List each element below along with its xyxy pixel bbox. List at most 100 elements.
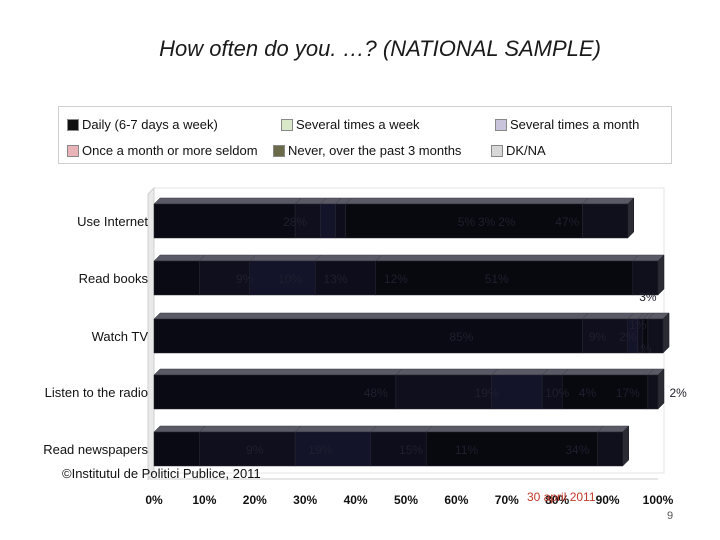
data-label: 1%	[634, 342, 652, 356]
bar-side-face	[662, 312, 670, 354]
legend-item-several-week: Several times a week	[281, 117, 420, 132]
slide-date: 30 april 2011	[527, 490, 596, 504]
bar-segment	[395, 374, 492, 410]
x-tick-label: 40%	[344, 493, 368, 507]
category-label: Read books	[79, 271, 149, 286]
bar-segment	[597, 431, 623, 467]
bar-segment	[199, 431, 296, 467]
bar-segment	[153, 374, 397, 410]
bar-top-face	[153, 425, 206, 433]
source-credit: ©Institutul de Politici Publice, 2011	[62, 466, 261, 481]
bar-segment	[582, 318, 629, 354]
data-label: 9%	[236, 272, 254, 286]
bar-top-face	[249, 254, 322, 262]
bar-segment	[199, 260, 251, 296]
legend-item-daily: Daily (6-7 days a week)	[67, 117, 218, 132]
bar-top-face	[153, 312, 590, 320]
bar-side-face	[657, 368, 665, 410]
bar-segment	[153, 318, 583, 354]
bar-top-face	[491, 368, 549, 376]
bar-side-face	[657, 254, 665, 296]
legend-label-never: Never, over the past 3 months	[288, 143, 462, 158]
data-label: 10%	[278, 272, 302, 286]
data-label: 3%	[639, 290, 657, 304]
bar-top-face	[314, 254, 383, 262]
bar-top-face	[153, 197, 302, 205]
data-label: 51%	[485, 272, 509, 286]
page-number: 9	[667, 510, 674, 522]
plot-side-wall	[147, 186, 155, 481]
data-label: 19%	[308, 443, 332, 457]
data-label: 28%	[283, 215, 307, 229]
legend-item-several-month: Several times a month	[495, 117, 639, 132]
data-label: 85%	[449, 330, 473, 344]
bar-segment	[153, 203, 296, 239]
data-label: 47%	[555, 215, 579, 229]
category-label: Read newspapers	[43, 442, 148, 457]
bar-segment	[370, 431, 427, 467]
x-tick-label: 50%	[394, 493, 418, 507]
x-tick-label: 60%	[444, 493, 468, 507]
bar-segment	[345, 203, 583, 239]
bar-segment	[294, 203, 321, 239]
data-label: 3%	[478, 215, 496, 229]
data-label: 48%	[364, 386, 388, 400]
bar-segment	[335, 203, 346, 239]
x-tick-label: 0%	[145, 493, 163, 507]
x-tick-label: 80%	[545, 493, 569, 507]
bar-top-face	[153, 254, 206, 262]
x-tick-label: 20%	[243, 493, 267, 507]
legend-swatch-never	[273, 144, 285, 157]
bar-segment	[294, 431, 371, 467]
legend-swatch-dkna	[491, 144, 503, 157]
bar-segment	[582, 203, 629, 239]
data-label: 2%	[498, 215, 516, 229]
data-label: 9%	[589, 330, 607, 344]
legend-label-several-month: Several times a month	[510, 117, 640, 132]
bar-top-face	[294, 425, 378, 433]
legend-label-once-month: Once a month or more seldom	[82, 143, 258, 158]
bar-segment	[249, 260, 316, 296]
data-label: 13%	[323, 272, 347, 286]
bar-segment	[647, 374, 659, 410]
data-label: 11%	[455, 443, 478, 457]
legend-item-dkna: DK/NA	[491, 143, 546, 158]
legend-swatch-several-month	[495, 118, 507, 131]
bar-side-face	[627, 197, 635, 239]
legend-swatch-once-month	[67, 144, 79, 157]
data-label: 10%	[545, 386, 569, 400]
bar-top-face	[370, 425, 433, 433]
x-tick-label: 70%	[495, 493, 519, 507]
bar-top-face	[375, 254, 640, 262]
legend-label-dkna: DK/NA	[506, 143, 546, 158]
data-label: 17%	[616, 386, 640, 400]
bar-segment	[153, 260, 200, 296]
bar-segment	[153, 431, 200, 467]
data-label: 15%	[399, 443, 423, 457]
data-label: 19%	[475, 386, 499, 400]
bar-segment	[375, 260, 634, 296]
legend-label-daily: Daily (6-7 days a week)	[82, 117, 218, 132]
legend-label-several-week: Several times a week	[296, 117, 420, 132]
bar-top-face	[198, 425, 302, 433]
bar-segment	[315, 260, 377, 296]
x-tick-label: 90%	[596, 493, 620, 507]
slide-title: How often do you. …? (NATIONAL SAMPLE)	[159, 36, 601, 61]
data-label: 34%	[565, 443, 589, 457]
data-label: 5%	[458, 215, 476, 229]
bar-top-face	[581, 312, 635, 320]
data-label: 2%	[669, 386, 687, 400]
bar-top-face	[153, 368, 403, 376]
bar-top-face	[395, 368, 499, 376]
bar-segment	[491, 374, 543, 410]
legend-item-once-month: Once a month or more seldom	[67, 143, 258, 158]
x-tick-label: 30%	[293, 493, 317, 507]
legend-swatch-several-week	[281, 118, 293, 131]
legend-swatch-daily	[67, 118, 79, 131]
x-tick-label: 10%	[192, 493, 216, 507]
bar-segment	[632, 260, 659, 296]
data-label: 4%	[579, 386, 597, 400]
bar-top-face	[561, 368, 655, 376]
chart-legend: Daily (6-7 days a week) Several times a …	[58, 106, 672, 164]
category-label: Use Internet	[77, 214, 148, 229]
